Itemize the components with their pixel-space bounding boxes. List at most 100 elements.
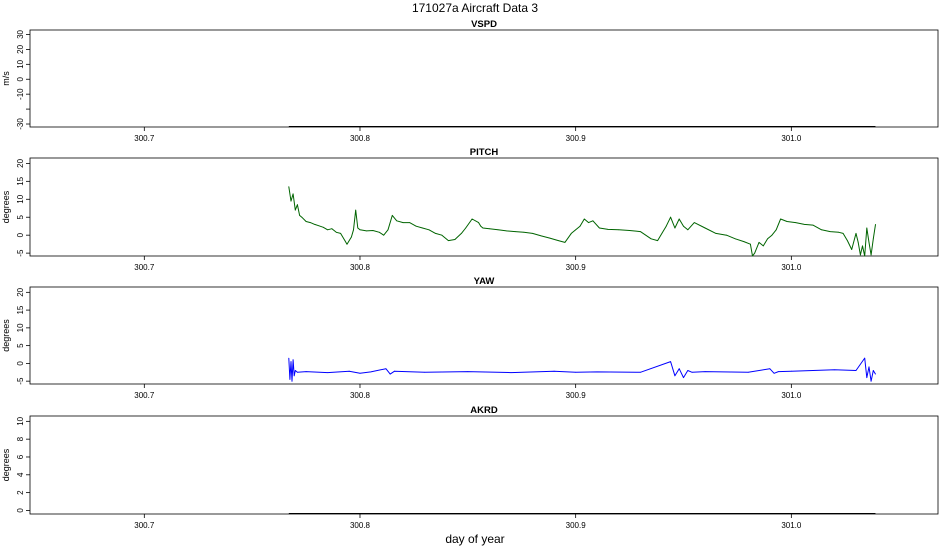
- data-point: [372, 230, 374, 231]
- data-point: [299, 215, 300, 216]
- data-point: [351, 236, 352, 238]
- data-point: [726, 234, 727, 236]
- data-point: [743, 241, 745, 243]
- data-point: [683, 225, 684, 227]
- data-point: [293, 375, 295, 377]
- data-point: [575, 229, 577, 231]
- data-point: [868, 366, 870, 368]
- data-point: [866, 377, 868, 378]
- x-tick-label: 300.8: [350, 391, 371, 400]
- data-point: [461, 233, 462, 234]
- data-point: [294, 209, 296, 211]
- y-tick-label: 0: [16, 76, 25, 81]
- data-point: [786, 221, 788, 222]
- data-point: [864, 357, 866, 359]
- data-point: [454, 239, 456, 240]
- data-point: [394, 370, 395, 372]
- data-point: [683, 377, 684, 378]
- x-axis-label: day of year: [445, 532, 504, 546]
- data-point: [497, 229, 499, 231]
- data-point: [607, 229, 609, 230]
- data-point: [678, 368, 680, 370]
- data-point: [687, 370, 689, 371]
- data-point: [821, 229, 822, 231]
- data-point: [322, 226, 324, 228]
- data-point: [370, 371, 372, 373]
- data-point: [383, 234, 385, 236]
- data-point: [570, 233, 572, 234]
- y-axis-label: degrees: [1, 448, 11, 481]
- data-point: [758, 242, 760, 243]
- data-point: [489, 228, 490, 230]
- y-tick-label: 20: [16, 287, 25, 296]
- data-point: [301, 216, 303, 218]
- data-point: [532, 233, 533, 234]
- data-point: [441, 234, 443, 236]
- y-tick-label: 5: [16, 214, 25, 219]
- data-point: [780, 218, 781, 220]
- data-point: [290, 361, 292, 362]
- x-tick-label: 300.7: [134, 263, 155, 272]
- data-point: [734, 238, 736, 240]
- data-point: [359, 229, 361, 231]
- data-point: [288, 186, 290, 188]
- data-point: [391, 215, 393, 216]
- series-line-pitch: [288, 186, 876, 257]
- data-point: [829, 231, 831, 233]
- data-point: [747, 371, 749, 373]
- data-point: [778, 371, 779, 372]
- data-point: [294, 370, 296, 371]
- data-point: [583, 218, 585, 220]
- y-tick-label: 20: [16, 44, 25, 53]
- data-point: [357, 227, 359, 229]
- data-point: [599, 227, 600, 229]
- data-point: [855, 233, 857, 234]
- y-tick-label: 0: [16, 232, 25, 237]
- plot-frame: [29, 157, 939, 257]
- panel-pitch: PITCH degrees 300.7 300.8 300.9 301.0 -5 0 5 10 15…: [1, 147, 939, 272]
- data-point: [305, 371, 307, 372]
- y-tick-label: 5: [16, 343, 25, 348]
- data-point: [790, 370, 792, 372]
- data-point: [862, 245, 863, 247]
- panel-title: AKRD: [470, 405, 498, 416]
- data-point: [288, 357, 290, 359]
- data-point: [424, 371, 426, 373]
- data-point: [762, 245, 764, 247]
- data-point: [687, 229, 689, 231]
- x-tick-label: 301.0: [781, 391, 802, 400]
- data-point: [657, 240, 658, 242]
- data-point: [803, 224, 805, 225]
- data-point: [422, 227, 423, 229]
- data-point: [575, 371, 577, 373]
- plot-frame: [29, 286, 939, 385]
- data-point: [795, 222, 797, 224]
- data-point: [771, 234, 773, 236]
- data-point: [514, 231, 516, 233]
- panel-akrd: AKRD degrees 300.7 300.8 300.9 301.0 0 2 4 6 8 10: [1, 405, 939, 530]
- y-tick-label: 10: [16, 416, 25, 425]
- data-point: [480, 225, 482, 227]
- y-tick-label: 15: [16, 176, 25, 185]
- figure-title: 171027a Aircraft Data 3: [412, 1, 538, 15]
- data-point: [750, 243, 751, 245]
- y-tick-label: -10: [16, 88, 25, 100]
- plot-frame: [29, 29, 939, 128]
- y-tick-label: 20: [16, 158, 25, 167]
- data-point: [847, 240, 848, 242]
- data-point: [834, 369, 835, 371]
- y-tick-label: -30: [16, 118, 25, 130]
- y-tick-label: 0: [16, 508, 25, 513]
- data-point: [868, 242, 870, 243]
- data-point: [715, 233, 717, 234]
- y-tick-label: 30: [16, 29, 25, 38]
- data-point: [291, 380, 293, 382]
- data-point: [872, 370, 874, 371]
- data-point: [448, 240, 449, 242]
- data-point: [292, 193, 294, 195]
- data-point: [506, 230, 507, 232]
- y-tick-label: 10: [16, 194, 25, 203]
- data-point: [629, 230, 630, 231]
